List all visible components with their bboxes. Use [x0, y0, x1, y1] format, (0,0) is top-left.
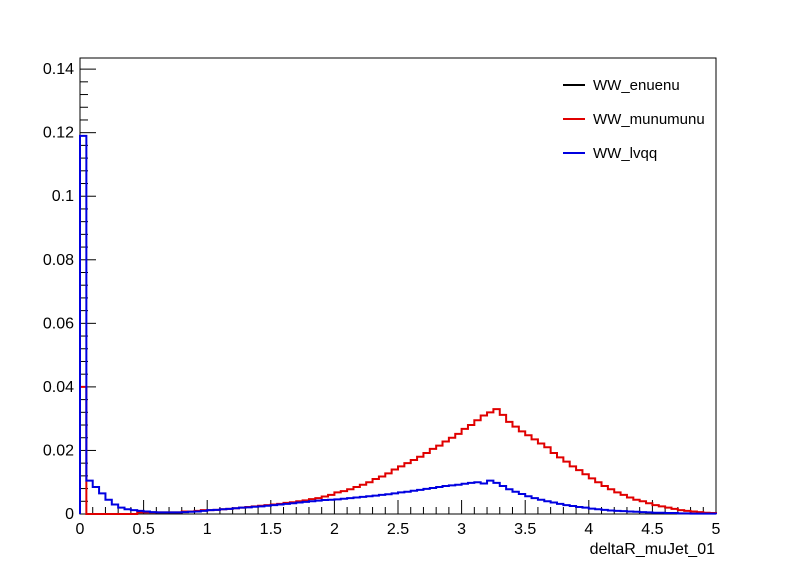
legend-label: WW_lvqq — [593, 145, 657, 162]
y-tick-label: 0.12 — [43, 125, 74, 142]
y-tick-label: 0.02 — [43, 442, 74, 459]
x-tick-label: 2.5 — [387, 521, 409, 538]
axis-ticks-layer — [79, 68, 717, 515]
x-tick-label: 2 — [330, 521, 339, 538]
y-tick-label: 0.06 — [43, 315, 74, 332]
x-tick-label: 1.5 — [260, 521, 282, 538]
x-tick-label: 4 — [584, 521, 593, 538]
x-tick-label: 0.5 — [132, 521, 154, 538]
legend: WW_enuenu WW_munumunu WW_lvqq — [563, 77, 705, 162]
x-tick-label: 1 — [203, 521, 212, 538]
x-axis-title: deltaR_muJet_01 — [590, 541, 716, 558]
y-tick-label: 0.08 — [43, 252, 74, 269]
y-tick-label: 0 — [65, 506, 74, 523]
x-tick-label: 0 — [76, 521, 85, 538]
legend-label: WW_munumunu — [593, 111, 705, 128]
x-tick-label: 4.5 — [641, 521, 663, 538]
series-line-WW_munumunu — [79, 385, 717, 515]
y-tick-label: 0.04 — [43, 379, 74, 396]
series-line-WW_lvqq — [79, 134, 717, 515]
legend-label: WW_enuenu — [593, 77, 680, 94]
y-tick-label: 0.1 — [52, 188, 74, 205]
y-tick-label: 0.14 — [43, 61, 74, 78]
tick-labels-layer: 0 0.5 1 1.5 2 2.5 3 3.5 4 4.5 5 0 0.02 0.04 0.06 0.08 0.… — [43, 61, 721, 538]
x-tick-label: 3.5 — [514, 521, 536, 538]
x-tick-label: 3 — [457, 521, 466, 538]
series-layer — [79, 134, 717, 515]
x-tick-label: 5 — [712, 521, 721, 538]
